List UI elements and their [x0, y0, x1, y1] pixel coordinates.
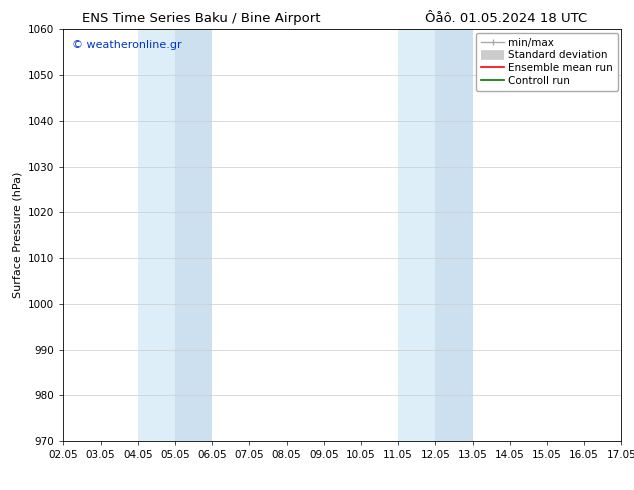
Legend: min/max, Standard deviation, Ensemble mean run, Controll run: min/max, Standard deviation, Ensemble me…: [476, 32, 618, 91]
Text: Ôåô. 01.05.2024 18 UTC: Ôåô. 01.05.2024 18 UTC: [425, 12, 587, 25]
Text: ENS Time Series Baku / Bine Airport: ENS Time Series Baku / Bine Airport: [82, 12, 321, 25]
Text: © weatheronline.gr: © weatheronline.gr: [72, 40, 181, 49]
Bar: [175, 29, 212, 441]
Bar: [398, 29, 436, 441]
Bar: [436, 29, 472, 441]
Y-axis label: Surface Pressure (hPa): Surface Pressure (hPa): [13, 172, 23, 298]
Bar: [138, 29, 175, 441]
